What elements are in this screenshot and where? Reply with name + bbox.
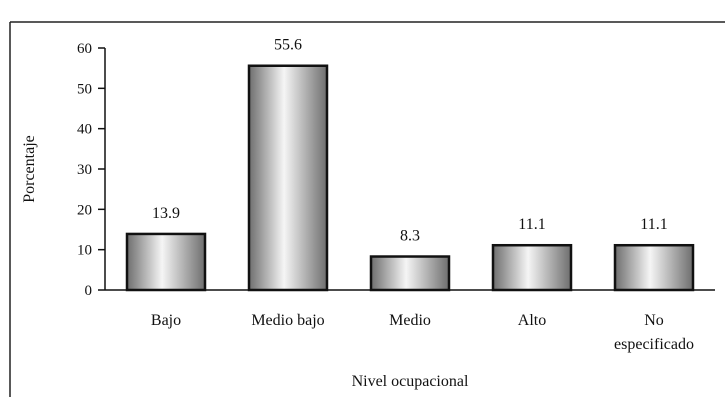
y-tick-label: 30 <box>77 162 92 178</box>
data-label: 11.1 <box>640 216 667 233</box>
data-label: 11.1 <box>518 216 545 233</box>
bar-medio <box>369 255 451 292</box>
bar-bajo <box>125 232 207 292</box>
bar-alto <box>491 243 573 292</box>
category-labels: Bajo Medio bajo Medio Alto No especificado <box>151 312 694 353</box>
y-tick-label: 20 <box>77 202 92 218</box>
y-tick-label: 40 <box>77 122 92 138</box>
data-label: 55.6 <box>274 37 302 54</box>
data-label: 8.3 <box>400 228 420 245</box>
data-label: 13.9 <box>152 205 180 222</box>
y-tick-label: 50 <box>77 81 92 97</box>
y-ticks: 0 10 20 30 40 50 60 <box>77 41 105 299</box>
x-axis-title: Nivel ocupacional <box>352 373 469 390</box>
category-label: Bajo <box>151 312 181 329</box>
value-labels: 13.9 55.6 8.3 11.1 11.1 <box>152 37 668 245</box>
bar-no-especificado <box>613 243 695 292</box>
y-tick-label: 0 <box>85 283 93 299</box>
bar-medio-bajo <box>247 64 329 292</box>
category-label: No especificado <box>614 312 694 353</box>
category-label: Medio <box>389 312 431 329</box>
y-axis-title: Porcentaje <box>21 135 38 203</box>
y-tick-label: 60 <box>77 41 92 57</box>
bars <box>125 64 695 292</box>
category-label: Medio bajo <box>251 312 324 329</box>
category-label: Alto <box>518 312 546 329</box>
y-tick-label: 10 <box>77 243 92 259</box>
